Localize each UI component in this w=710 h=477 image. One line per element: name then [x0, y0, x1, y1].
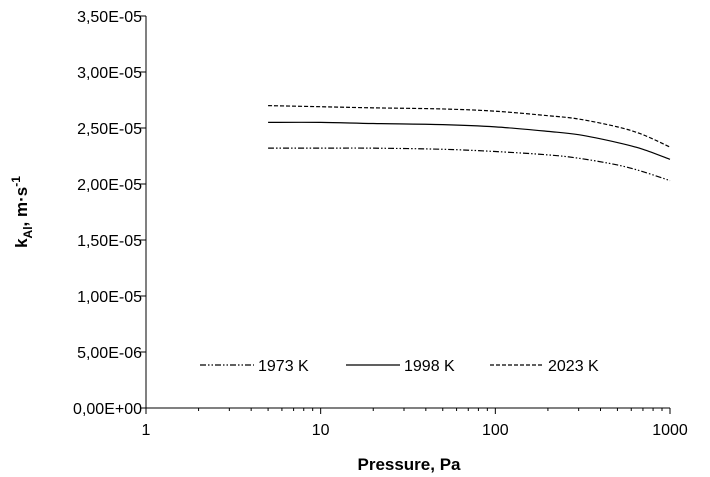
legend: 1973 K 1998 K 2023 K — [200, 358, 599, 375]
x-axis-ticks: 1 10 100 1000 — [142, 408, 688, 439]
x-axis-title: Pressure, Pa — [357, 455, 461, 474]
y-axis-title-base: k — [12, 238, 31, 248]
x-tick-label: 1 — [142, 422, 151, 439]
y-tick-label: 2,50E-05 — [77, 121, 142, 138]
x-tick-label: 1000 — [652, 422, 688, 439]
legend-label: 1998 K — [404, 358, 455, 375]
series-line-1973-k — [268, 147, 671, 182]
y-axis-title-subscript: Al — [21, 226, 35, 238]
legend-label: 2023 K — [548, 358, 599, 375]
series-line-2023-k — [268, 105, 671, 148]
legend-label: 1973 K — [258, 358, 309, 375]
y-axis-title-after: , m·s — [12, 187, 31, 227]
series-layer — [268, 105, 671, 182]
y-tick-label: 0,00E+00 — [73, 401, 142, 418]
y-tick-label: 1,50E-05 — [77, 233, 142, 250]
series-line-1998-k — [268, 121, 671, 160]
y-tick-label: 3,50E-05 — [77, 9, 142, 26]
y-tick-label: 1,00E-05 — [77, 289, 142, 306]
y-axis-ticks: 0,00E+00 5,00E-06 1,00E-05 1,50E-05 2,00E-05… — [73, 9, 146, 418]
x-tick-label: 10 — [312, 422, 330, 439]
plot-area — [145, 16, 670, 409]
y-tick-label: 3,00E-05 — [77, 65, 142, 82]
y-tick-label: 5,00E-06 — [77, 345, 142, 362]
y-axis-title: kAl, m·s-1 — [9, 176, 35, 248]
y-axis-title-superscript: -1 — [9, 176, 23, 187]
y-tick-label: 2,00E-05 — [77, 177, 142, 194]
x-tick-label: 100 — [482, 422, 509, 439]
